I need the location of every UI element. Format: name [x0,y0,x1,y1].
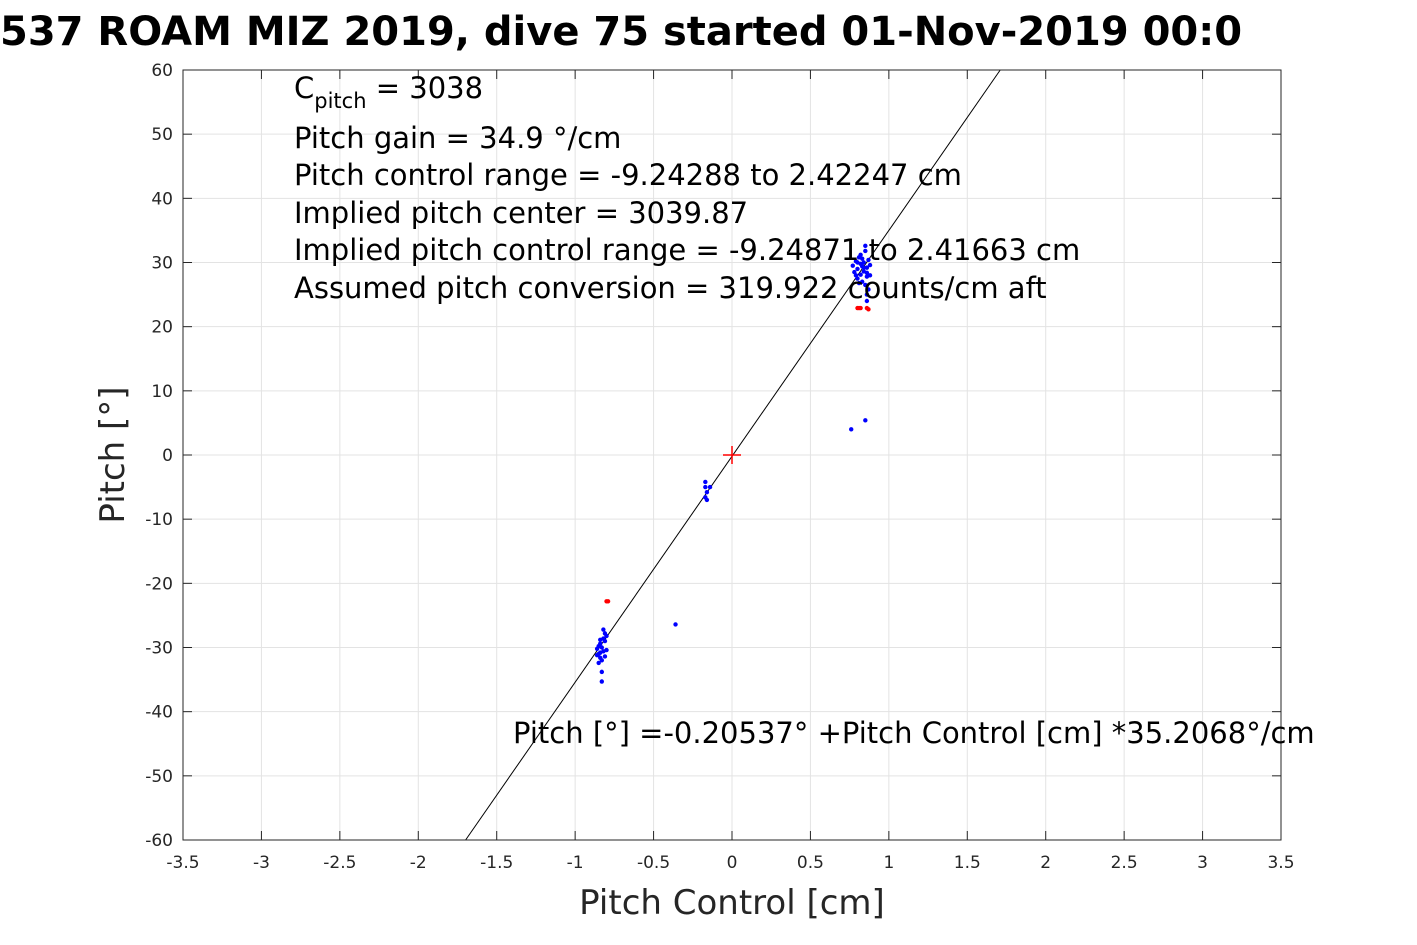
data-point-blue [598,655,603,660]
y-tick-label: -10 [145,510,173,530]
fit-equation-annotation: Pitch [°] =-0.20537° +Pitch Control [cm]… [513,716,1315,750]
data-point-blue [850,263,855,268]
data-point-blue [863,248,868,254]
x-tick-label: -1.5 [480,853,513,873]
x-axis-label: Pitch Control [cm] [579,883,885,923]
data-point-blue [704,490,710,495]
y-tick-label: -50 [145,767,173,787]
data-point-blue [866,257,871,263]
y-tick-label: 30 [151,254,173,274]
data-point-blue [858,261,863,266]
implied-pitch-center-annotation: Implied pitch center = 3039.87 [294,196,748,230]
x-tick-label: 1 [883,853,894,873]
data-point-blue [859,256,865,261]
data-point-blue [599,645,605,650]
data-point-blue [596,660,601,666]
data-point-blue [858,272,863,277]
data-point-red [858,305,863,311]
data-point-blue [673,622,678,627]
x-tick-label: 0 [727,853,738,873]
y-tick-label: 20 [151,318,173,338]
c-pitch-subscript: pitch [314,89,366,113]
x-tick-label: 1.5 [954,853,981,873]
data-point-blue [867,262,873,268]
x-tick-label: -3.5 [166,853,199,873]
x-tick-label: -0.5 [637,853,670,873]
c-pitch-value: = 3038 [367,71,484,105]
data-point-blue [861,265,866,270]
x-tick-label: -3 [253,853,270,873]
data-point-blue [601,627,606,632]
data-point-blue [849,427,854,432]
tick-labels: -3.5 -3 -2.5 -2 -1.5 -1 -0.5 0 0.5 1 1.5 2 2.5 3 3.5 60… [145,61,1294,873]
data-point-blue [704,497,710,503]
data-point-blue [707,484,713,490]
data-point-blue [864,265,870,270]
y-tick-label: -60 [145,831,173,851]
data-point-blue [864,298,870,304]
data-point-blue [863,418,868,423]
data-point-blue [864,292,870,297]
x-tick-label: 3 [1197,853,1208,873]
x-tick-label: -1 [567,853,584,873]
data-point-blue [864,270,870,275]
assumed-pitch-conversion-annotation: Assumed pitch conversion = 319.922 count… [294,271,1047,305]
implied-pitch-control-range-annotation: Implied pitch control range = -9.24871 t… [294,233,1080,267]
data-point-blue [867,273,873,278]
x-tick-label: 2 [1040,853,1051,873]
y-tick-label: 10 [151,382,173,402]
data-point-blue [599,669,605,675]
x-tick-label: 0.5 [797,853,824,873]
y-tick-label: -30 [145,639,173,659]
data-points-layer [594,243,873,684]
y-tick-label: 0 [162,446,173,466]
x-tick-label: 2.5 [1111,853,1138,873]
center-marker-layer [723,446,741,464]
c-pitch-annotation: Cpitch = 3038 [294,71,483,113]
data-point-blue [859,279,865,284]
y-tick-label: -20 [145,574,173,594]
c-pitch-symbol: C [294,71,314,105]
data-point-blue [599,679,605,684]
data-point-blue [858,252,863,257]
data-point-blue [866,287,871,292]
data-point-blue [598,637,603,642]
data-point-blue [604,647,609,653]
x-tick-label: -2.5 [323,853,356,873]
data-point-red [605,599,611,604]
data-point-blue [703,484,708,490]
y-tick-label: 40 [151,189,173,209]
data-point-blue [703,479,708,485]
data-point-blue [863,282,868,288]
y-tick-label: 50 [151,125,173,145]
y-tick-label: -40 [145,703,173,723]
data-point-blue [594,653,600,658]
data-point-blue [863,243,868,249]
y-axis-label: Pitch [°] [93,386,133,523]
x-tick-label: 3.5 [1267,853,1294,873]
data-point-blue [853,273,859,278]
data-point-blue [604,633,609,639]
chart-title: 537 ROAM MIZ 2019, dive 75 started 01-No… [0,9,1242,55]
y-tick-label: 60 [151,61,173,81]
x-tick-label: -2 [410,853,427,873]
grid-lines [182,69,1282,841]
pitch-control-range-annotation: Pitch control range = -9.24288 to 2.4224… [294,158,962,192]
data-point-red [866,307,871,312]
data-point-blue [602,654,608,659]
data-point-blue [602,638,608,644]
pitch-gain-annotation: Pitch gain = 34.9 °/cm [294,121,621,155]
data-point-blue [598,650,603,655]
data-point-blue [855,266,860,272]
